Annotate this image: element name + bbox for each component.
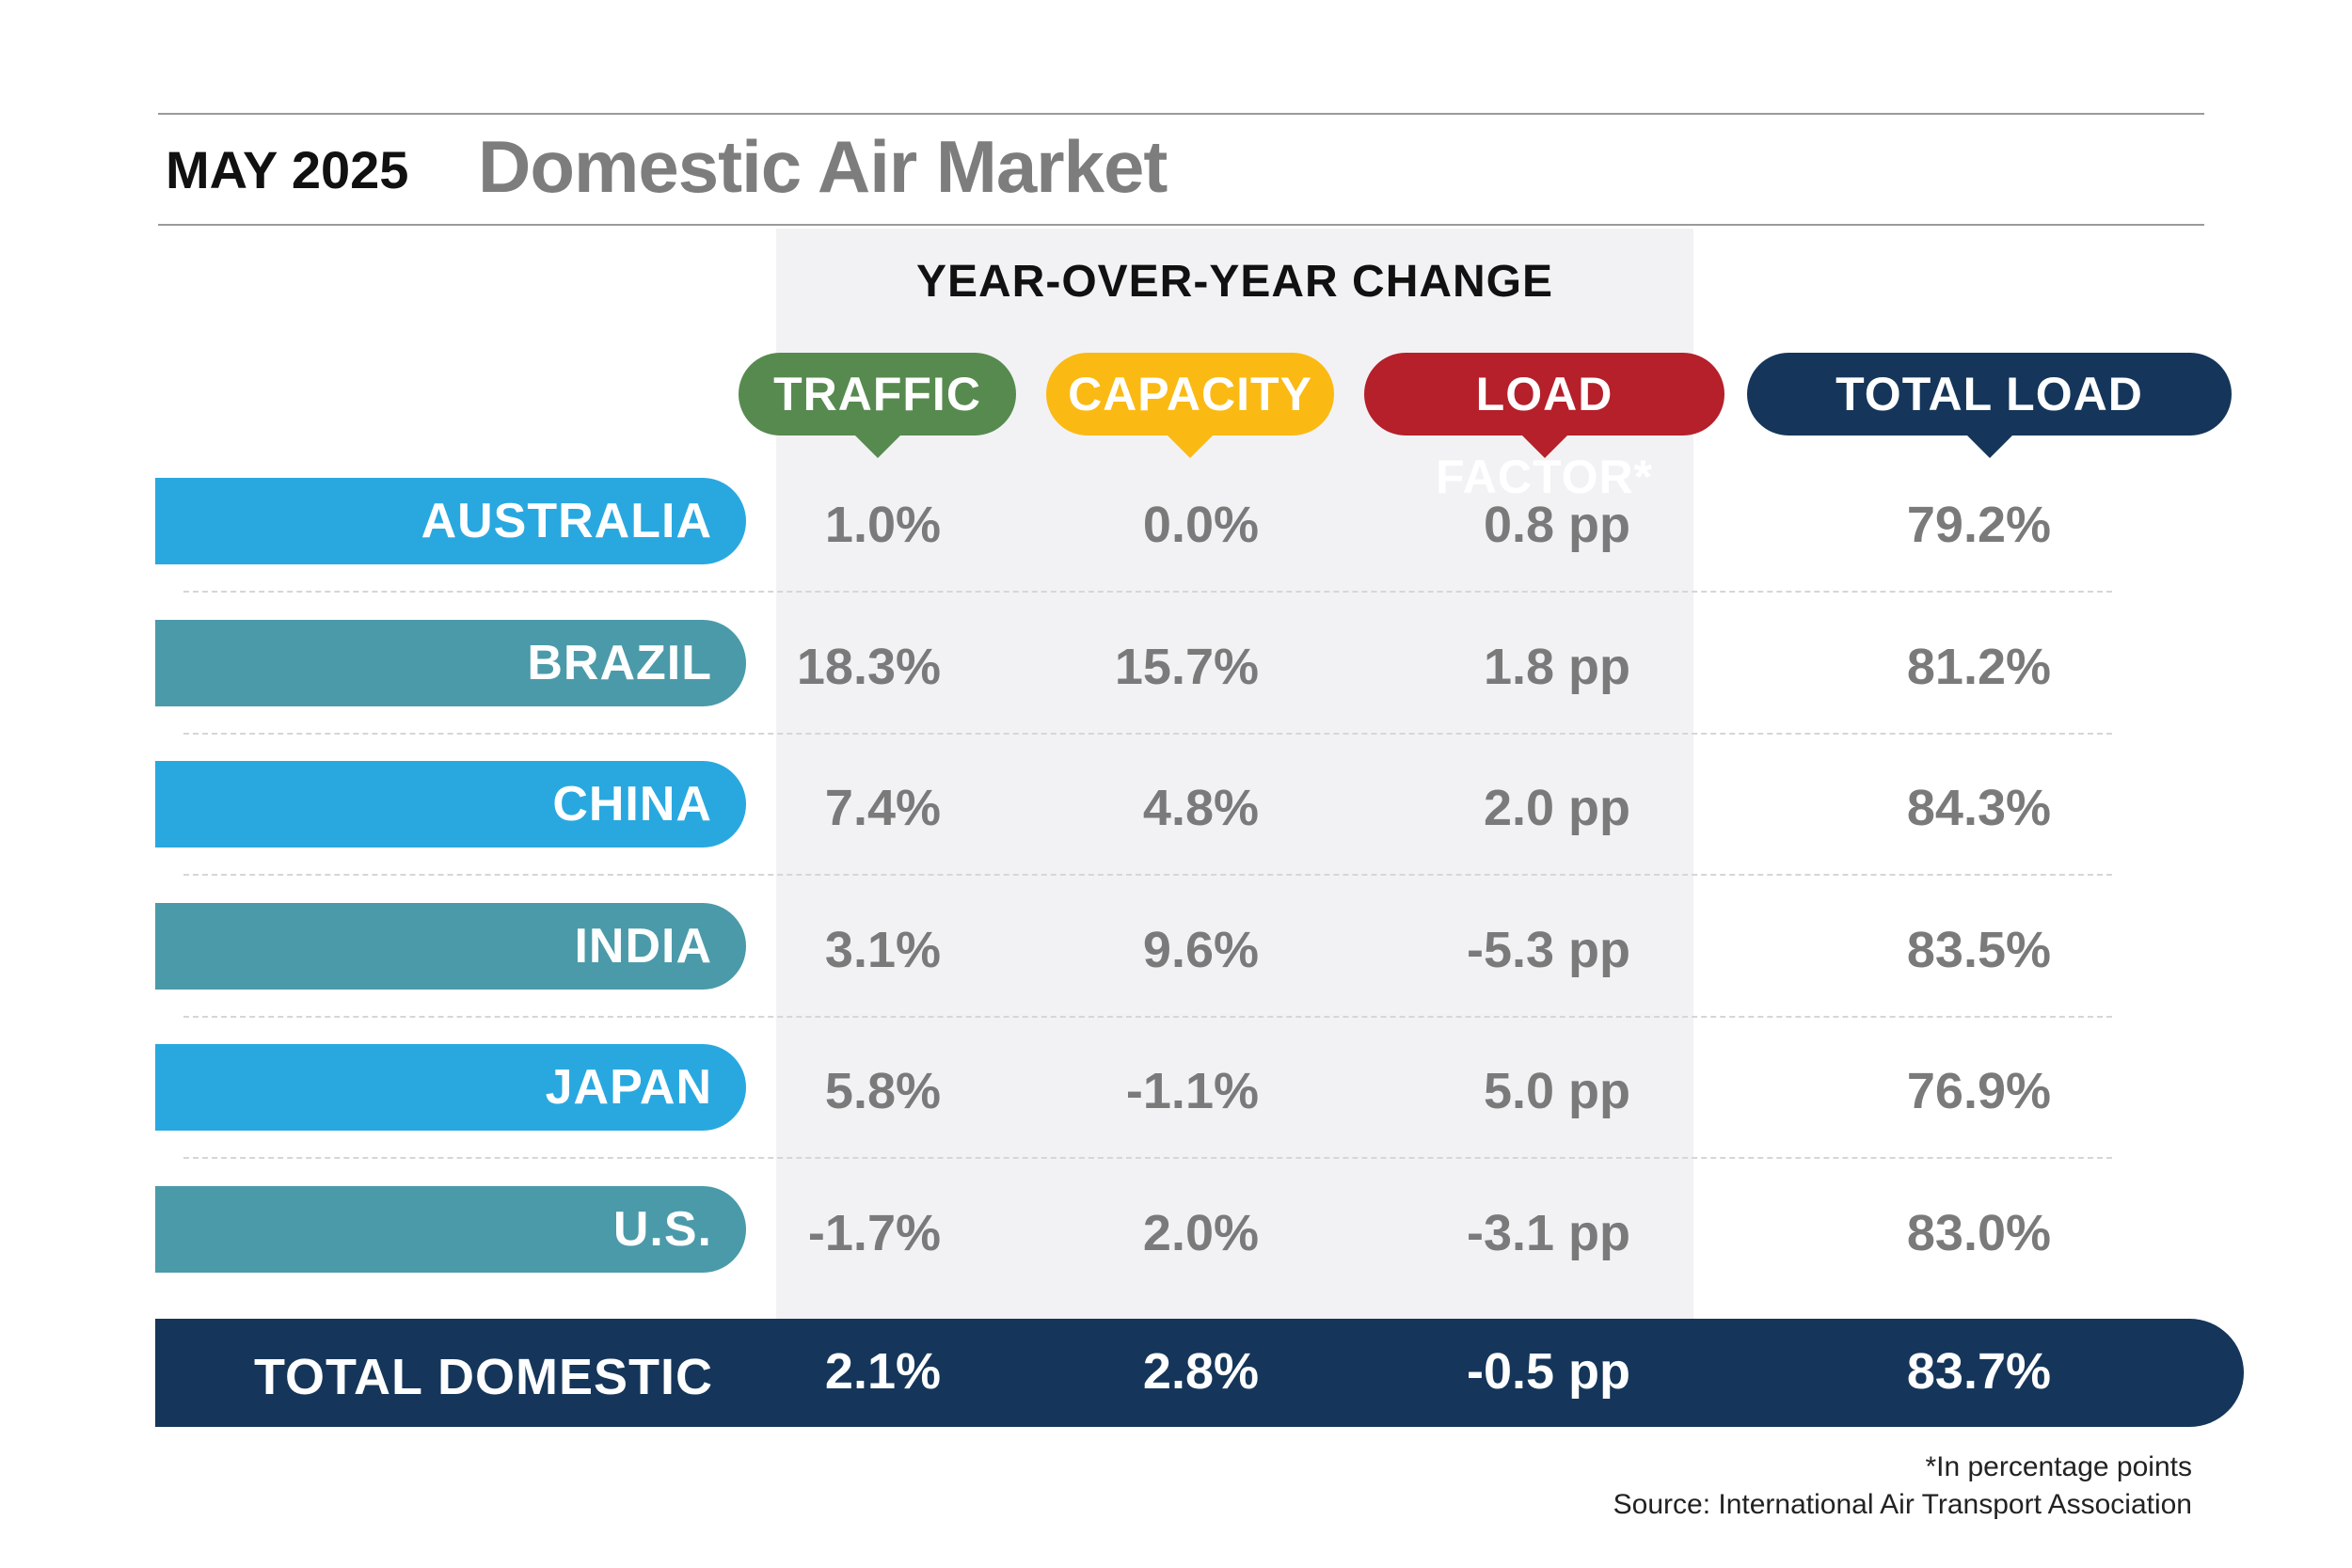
cell-total-load-factor: 76.9% <box>1906 1063 2051 1119</box>
cell-capacity: 4.8% <box>1142 780 1259 836</box>
month-label: MAY 2025 <box>166 140 409 199</box>
cell-capacity: 2.0% <box>1142 1205 1259 1261</box>
row-divider <box>183 733 2112 735</box>
cell-total-load-factor: 84.3% <box>1906 780 2051 836</box>
cell-capacity: -1.1% <box>1125 1063 1259 1119</box>
yoy-heading: YEAR-OVER-YEAR CHANGE <box>915 257 1554 307</box>
cell-load-factor: 0.8 pp <box>1483 497 1630 553</box>
cell-traffic: 18.3% <box>796 639 941 695</box>
country-label-us: U.S. <box>155 1186 746 1273</box>
total-total-load-factor: 83.7% <box>1906 1343 2051 1400</box>
load-factor-header-label: LOAD FACTOR* <box>1435 368 1654 503</box>
cell-load-factor: 5.0 pp <box>1483 1063 1630 1119</box>
capacity-header-label: CAPACITY <box>1068 368 1312 420</box>
total-capacity: 2.8% <box>1142 1343 1259 1400</box>
cell-load-factor: -5.3 pp <box>1466 922 1630 978</box>
cell-capacity: 0.0% <box>1142 497 1259 553</box>
cell-traffic: 5.8% <box>824 1063 941 1119</box>
cell-total-load-factor: 81.2% <box>1906 639 2051 695</box>
country-label-japan: JAPAN <box>155 1044 746 1131</box>
traffic-header-pill: TRAFFIC <box>739 353 1016 458</box>
cell-capacity: 15.7% <box>1114 639 1259 695</box>
row-divider <box>183 1157 2112 1159</box>
cell-total-load-factor: 79.2% <box>1906 497 2051 553</box>
cell-total-load-factor: 83.5% <box>1906 922 2051 978</box>
cell-load-factor: -3.1 pp <box>1466 1205 1630 1261</box>
cell-capacity: 9.6% <box>1142 922 1259 978</box>
pointer-arrow-icon <box>1519 434 1569 458</box>
source-note: Source: International Air Transport Asso… <box>1613 1489 2192 1520</box>
cell-traffic: -1.7% <box>807 1205 941 1261</box>
top-rule <box>158 113 2204 115</box>
row-divider <box>183 874 2112 876</box>
country-label-china: CHINA <box>155 761 746 847</box>
country-label-india: INDIA <box>155 903 746 990</box>
row-divider <box>183 1016 2112 1018</box>
row-divider <box>183 591 2112 593</box>
cell-load-factor: 2.0 pp <box>1483 780 1630 836</box>
cell-load-factor: 1.8 pp <box>1483 639 1630 695</box>
pointer-arrow-icon <box>852 434 902 458</box>
total-load-factor-header-label: TOTAL LOAD FACTOR <box>1836 368 2143 503</box>
pointer-arrow-icon <box>1964 434 2014 458</box>
total-traffic: 2.1% <box>824 1343 941 1400</box>
footnote: *In percentage points <box>1925 1451 2192 1482</box>
total-row-bar <box>155 1319 2244 1427</box>
traffic-header-label: TRAFFIC <box>773 368 981 420</box>
cell-traffic: 7.4% <box>824 780 941 836</box>
cell-total-load-factor: 83.0% <box>1906 1205 2051 1261</box>
capacity-header-pill: CAPACITY <box>1046 353 1334 458</box>
cell-traffic: 3.1% <box>824 922 941 978</box>
pointer-arrow-icon <box>1166 434 1215 458</box>
page-title: Domestic Air Market <box>478 125 1168 208</box>
country-label-australia: AUSTRALIA <box>155 478 746 564</box>
header-rule <box>158 224 2204 226</box>
load-factor-header-pill: LOAD FACTOR* <box>1364 353 1724 503</box>
country-label-brazil: BRAZIL <box>155 620 746 706</box>
total-row-label: TOTAL DOMESTIC <box>253 1349 713 1405</box>
total-load-factor-header-pill: TOTAL LOAD FACTOR <box>1747 353 2232 503</box>
cell-traffic: 1.0% <box>824 497 941 553</box>
total-load-factor: -0.5 pp <box>1466 1343 1630 1400</box>
